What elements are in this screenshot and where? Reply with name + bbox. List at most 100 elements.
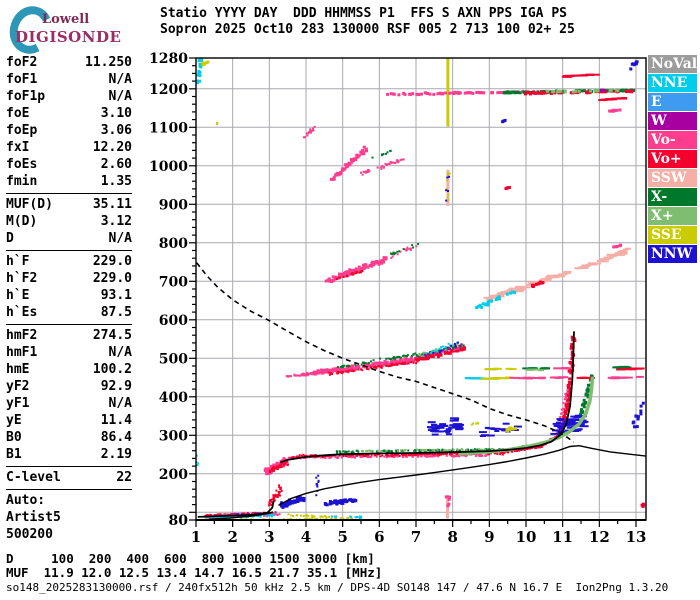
svg-text:4: 4: [301, 528, 311, 546]
svg-text:8: 8: [447, 528, 457, 546]
parameter-label: foEs: [6, 157, 38, 172]
parameter-value: N/A: [108, 345, 132, 360]
parameter-value: 86.4: [100, 430, 132, 445]
parameter-label: h`E: [6, 288, 30, 303]
parameter-value: 11.250: [85, 55, 132, 70]
parameter-row: foEp 3.06: [6, 122, 132, 139]
panel-separator: [6, 324, 132, 325]
legend-item-nne: NNE: [648, 74, 697, 92]
d-row: D 100 200 400 600 800 1000 1500 3000 [km…: [6, 551, 375, 566]
logo-digisonde: DIGISONDE: [15, 28, 122, 46]
muf-table: D 100 200 400 600 800 1000 1500 3000 [km…: [6, 552, 382, 579]
parameter-row: h`Es 87.5: [6, 304, 132, 321]
parameter-value: 100.2: [92, 362, 132, 377]
parameter-value: 3.10: [100, 106, 132, 121]
autoscaling-info: 500200: [6, 527, 53, 542]
parameter-value: 35.11: [92, 197, 132, 212]
parameter-value: N/A: [108, 231, 132, 246]
parameter-label: MUF(D): [6, 197, 53, 212]
legend-item-vo-: Vo-: [648, 131, 697, 149]
parameter-row: B0 86.4: [6, 429, 132, 446]
parameter-row: foF2 11.250: [6, 54, 132, 71]
parameter-row: M(D) 3.12: [6, 213, 132, 230]
parameter-label: hmE: [6, 362, 30, 377]
parameter-row: hmE 100.2: [6, 361, 132, 378]
svg-text:6: 6: [374, 528, 384, 546]
parameter-row: B1 2.19: [6, 446, 132, 463]
parameter-label: yE: [6, 413, 22, 428]
parameter-row: yE 11.4: [6, 412, 132, 429]
legend-item-noval: NoVal: [648, 55, 697, 73]
parameter-row: foEs 2.60: [6, 156, 132, 173]
svg-text:9: 9: [484, 528, 494, 546]
parameter-value: 22: [116, 470, 132, 485]
parameter-label: h`F: [6, 254, 30, 269]
muf-row: MUF 11.9 12.0 12.5 13.4 14.7 16.5 21.7 3…: [6, 564, 383, 580]
parameter-value: 229.0: [92, 271, 132, 286]
parameter-row: foF1p N/A: [6, 88, 132, 105]
parameter-value: N/A: [108, 396, 132, 411]
parameter-value: 3.06: [100, 123, 132, 138]
parameter-label: fmin: [6, 174, 38, 189]
legend-item-w: W: [648, 112, 697, 130]
parameter-label: h`F2: [6, 271, 38, 286]
parameter-value: 93.1: [100, 288, 132, 303]
parameter-row: C-level 22: [6, 469, 132, 486]
parameter-row: yF1 N/A: [6, 395, 132, 412]
parameter-label: foEp: [6, 123, 38, 138]
parameter-value: N/A: [108, 72, 132, 87]
digisonde-logo: Lowell DIGISONDE: [3, 0, 154, 60]
parameter-row: foE 3.10: [6, 105, 132, 122]
parameter-label: yF1: [6, 396, 30, 411]
parameter-row: h`E 93.1: [6, 287, 132, 304]
svg-text:13: 13: [626, 528, 647, 546]
parameter-row: MUF(D) 35.11: [6, 196, 132, 213]
parameter-value: 229.0: [92, 254, 132, 269]
parameter-row: hmF2 274.5: [6, 327, 132, 344]
header-field-values: Sopron 2025 Oct10 283 130000 RSF 005 2 7…: [160, 22, 575, 37]
svg-text:300: 300: [159, 428, 188, 444]
parameter-row: hmF1 N/A: [6, 344, 132, 361]
parameter-panel: foF2 11.250 foF1 N/A foF1p N/A foE 3.10 foEp 3.06…: [6, 54, 132, 543]
svg-text:1000: 1000: [149, 159, 188, 175]
panel-separator: [6, 193, 132, 194]
status-line: so148_2025283130000.rsf / 240fx512h 50 k…: [6, 581, 669, 594]
parameter-row: foF1 N/A: [6, 71, 132, 88]
svg-text:1280: 1280: [149, 51, 188, 67]
parameter-row: h`F 229.0: [6, 253, 132, 270]
panel-separator: [6, 466, 132, 467]
parameter-row: D N/A: [6, 230, 132, 247]
header-block: Statio YYYY DAY DDD HHMMSS P1 FFS S AXN …: [160, 6, 575, 38]
parameter-label: h`Es: [6, 305, 38, 320]
legend-item-sse: SSE: [648, 226, 697, 244]
parameter-label: foE: [6, 106, 30, 121]
legend-item-ssw: SSW: [648, 169, 697, 187]
parameter-label: B1: [6, 447, 22, 462]
parameter-row: h`F2 229.0: [6, 270, 132, 287]
legend-item-x-: X-: [648, 188, 697, 206]
parameter-label: B0: [6, 430, 22, 445]
echo-direction-legend: NoVal NNE E W Vo- Vo+ SSW X- X+ SSE NNW: [648, 55, 697, 264]
svg-text:800: 800: [159, 236, 188, 252]
svg-text:1: 1: [191, 528, 201, 546]
svg-text:80: 80: [169, 513, 189, 529]
panel-separator: [6, 489, 132, 490]
parameter-value: 3.12: [100, 214, 132, 229]
legend-item-vo+: Vo+: [648, 150, 697, 168]
parameter-value: 274.5: [92, 328, 132, 343]
parameter-value: 87.5: [100, 305, 132, 320]
svg-text:5: 5: [337, 528, 347, 546]
parameter-label: C-level: [6, 470, 61, 485]
parameter-label: hmF1: [6, 345, 38, 360]
autoscaling-info: Auto:: [6, 493, 46, 508]
parameter-row: yF2 92.9: [6, 378, 132, 395]
parameter-row: fmin 1.35: [6, 173, 132, 190]
parameter-label: foF1: [6, 72, 38, 87]
autoscaling-info: Artist5: [6, 510, 61, 525]
parameter-label: foF2: [6, 55, 38, 70]
svg-text:10: 10: [516, 528, 537, 546]
parameter-label: yF2: [6, 379, 30, 394]
header-field-names: Statio YYYY DAY DDD HHMMSS P1 FFS S AXN …: [160, 6, 567, 21]
